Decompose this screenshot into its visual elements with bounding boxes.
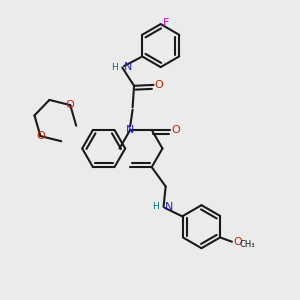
Text: N: N bbox=[165, 202, 173, 212]
Text: N: N bbox=[126, 125, 134, 135]
Text: F: F bbox=[163, 18, 169, 28]
Text: O: O bbox=[36, 131, 45, 141]
Text: O: O bbox=[171, 125, 180, 135]
Text: O: O bbox=[233, 237, 242, 247]
Text: CH₃: CH₃ bbox=[239, 240, 255, 249]
Text: H: H bbox=[152, 202, 159, 211]
Text: O: O bbox=[66, 100, 75, 110]
Text: H: H bbox=[111, 63, 118, 72]
Text: N: N bbox=[124, 62, 132, 72]
Text: O: O bbox=[154, 80, 163, 90]
